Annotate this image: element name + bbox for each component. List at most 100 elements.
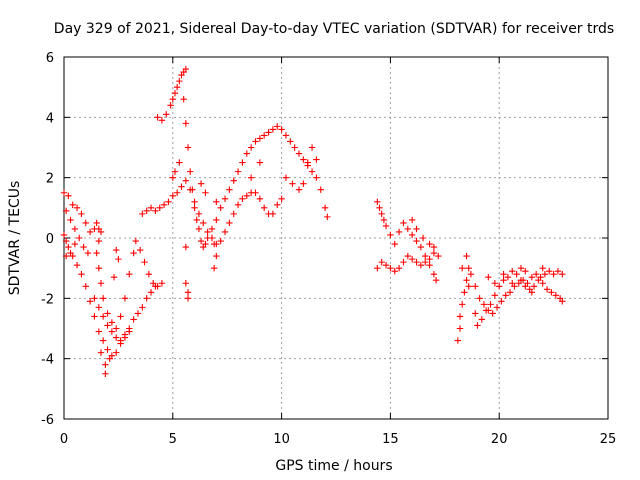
data-point [62,237,70,245]
data-point [60,231,68,239]
data-point [221,195,229,202]
data-point [530,283,538,290]
y-tick-label: 6 [46,51,54,66]
data-point [182,243,190,251]
x-tick-label: 5 [169,432,177,447]
data-point [500,277,507,284]
data-point [247,174,255,181]
data-point [539,264,546,272]
data-point [169,192,176,199]
data-point [84,249,92,257]
data-point [126,328,133,335]
data-point [426,255,433,263]
data-point [67,216,74,224]
data-point [430,249,438,257]
data-point [426,240,433,248]
data-point [132,237,140,245]
data-point [308,168,316,175]
data-point [191,204,198,212]
data-point [71,240,79,248]
data-point [289,180,296,187]
data-point [67,249,74,257]
data-point [476,295,483,302]
y-axis-label: SDTVAR / TECUs [7,181,23,296]
data-point [97,228,105,236]
data-point [200,219,207,227]
data-point [482,307,490,314]
data-point [217,204,224,212]
grid-lines [64,57,608,419]
data-point [91,313,98,320]
data-point [95,237,103,245]
data-point [82,283,89,290]
data-point [559,298,566,305]
series-C [62,207,133,344]
data-point [213,198,220,205]
data-point [147,204,155,212]
data-point [456,325,464,332]
data-point [478,316,485,323]
data-point [287,138,294,145]
data-point [204,234,211,242]
data-point [147,289,155,296]
data-point [134,310,142,317]
data-point [102,370,109,377]
data-point [102,361,109,368]
data-point [113,325,120,332]
data-point [413,258,420,266]
data-point [260,204,268,212]
data-point [210,240,218,248]
data-point [143,207,150,215]
data-point [546,267,553,275]
data-point [278,195,285,202]
series-B [60,231,159,377]
data-point [461,289,468,296]
data-point [541,271,549,278]
data-point [300,180,307,187]
data-point [504,274,512,281]
data-point [93,219,100,227]
data-point [226,219,233,227]
data-point [382,222,390,230]
data-point [143,295,150,302]
data-point [274,201,281,209]
data-point [278,126,285,133]
data-point [180,96,187,103]
data-point [158,117,166,124]
data-point [550,271,557,278]
data-point [117,337,124,344]
data-point [106,355,113,362]
data-point [202,189,209,196]
data-point [80,243,87,251]
data-point [522,283,529,290]
axis-ticks: 0 5 10 15 20 25 -6 -4 -2 0 2 4 6 [41,51,616,447]
data-point [391,267,398,275]
x-tick-label: 25 [600,432,617,447]
data-point [432,277,440,284]
data-point [506,289,514,296]
data-point [422,258,429,266]
data-point [408,255,416,263]
data-point [93,249,100,257]
y-tick-label: 2 [46,172,54,187]
data-point [99,313,107,320]
data-point [252,138,259,145]
data-point [387,231,394,239]
data-point [182,280,190,287]
data-point [141,258,148,266]
data-point [496,283,503,290]
data-point [173,189,181,196]
data-point [104,346,111,353]
data-point [165,198,172,205]
data-point [417,243,425,251]
data-point [97,280,105,287]
chart-title: Day 329 of 2021, Sidereal Day-to-day VTE… [54,21,614,37]
data-point [130,316,137,323]
data-point [295,150,303,157]
data-point [552,292,559,299]
data-point [95,328,103,335]
data-point [178,183,185,190]
data-point [387,264,394,272]
data-point [195,210,203,218]
data-point [239,159,246,166]
